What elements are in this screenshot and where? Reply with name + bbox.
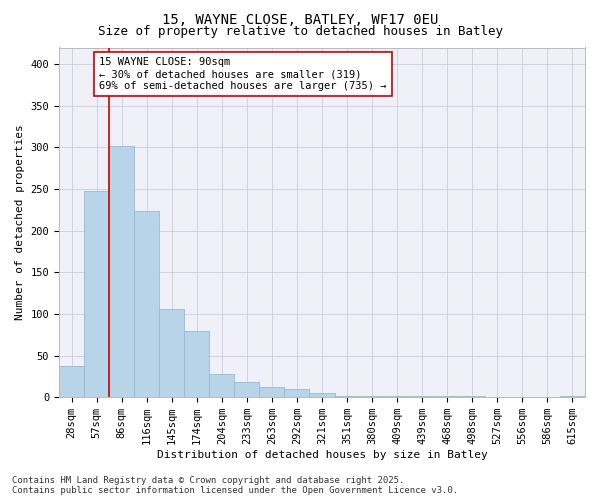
- Bar: [84, 190, 109, 397]
- Bar: [435, 396, 460, 397]
- Bar: [410, 396, 435, 397]
- Bar: [59, 366, 84, 397]
- Bar: [259, 387, 284, 397]
- X-axis label: Distribution of detached houses by size in Batley: Distribution of detached houses by size …: [157, 450, 487, 460]
- Bar: [560, 396, 585, 397]
- Bar: [184, 332, 209, 397]
- Bar: [209, 374, 235, 397]
- Text: Contains HM Land Registry data © Crown copyright and database right 2025.
Contai: Contains HM Land Registry data © Crown c…: [12, 476, 458, 495]
- Text: Size of property relative to detached houses in Batley: Size of property relative to detached ho…: [97, 25, 503, 38]
- Text: 15, WAYNE CLOSE, BATLEY, WF17 0EU: 15, WAYNE CLOSE, BATLEY, WF17 0EU: [162, 12, 438, 26]
- Bar: [235, 382, 259, 397]
- Bar: [335, 396, 359, 397]
- Text: 15 WAYNE CLOSE: 90sqm
← 30% of detached houses are smaller (319)
69% of semi-det: 15 WAYNE CLOSE: 90sqm ← 30% of detached …: [99, 58, 386, 90]
- Bar: [460, 396, 485, 397]
- Bar: [134, 210, 159, 397]
- Y-axis label: Number of detached properties: Number of detached properties: [15, 124, 25, 320]
- Bar: [385, 396, 410, 397]
- Bar: [159, 309, 184, 397]
- Bar: [284, 389, 310, 397]
- Bar: [310, 393, 335, 397]
- Bar: [109, 146, 134, 397]
- Bar: [359, 396, 385, 397]
